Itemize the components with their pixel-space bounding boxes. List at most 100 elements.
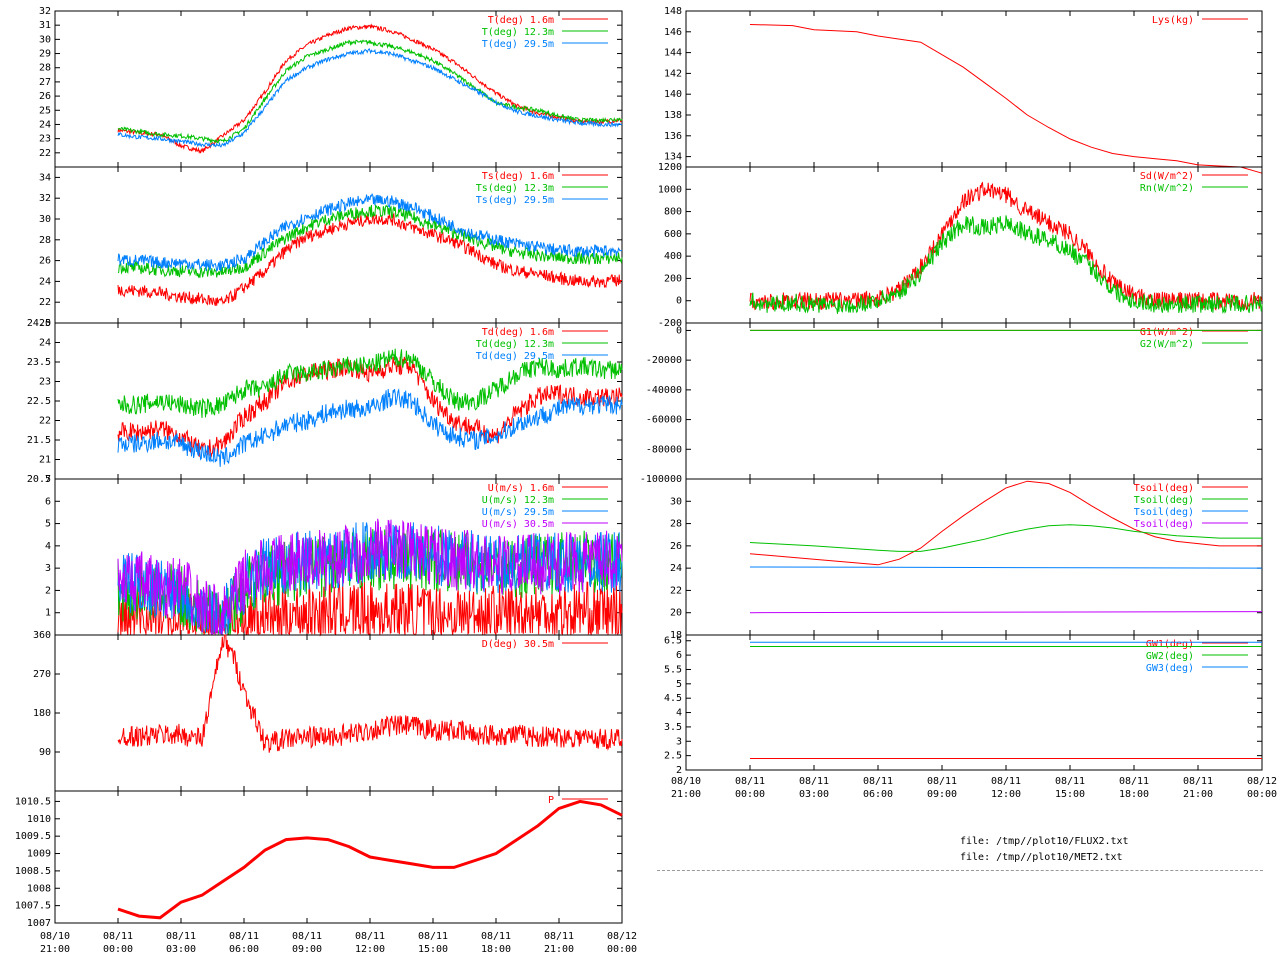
series-line-U-2 [117,522,623,635]
x-tick-label-right-date: 08/11 [799,776,829,787]
x-tick-label-left-date: 08/11 [418,931,448,942]
y-tick-label: 29 [39,49,51,60]
y-tick-label: 7 [45,474,51,485]
legend-label-T-1: T(deg) 12.3m [482,27,554,38]
legend-label-GW-1: GW2(deg) [1146,651,1194,662]
x-tick-label-left-date: 08/11 [166,931,196,942]
y-tick-label: 23 [39,134,51,145]
y-tick-label: 180 [33,708,51,719]
y-tick-label: 0 [676,325,682,336]
x-tick-label-left-date: 08/11 [292,931,322,942]
y-tick-label: 22.5 [27,396,51,407]
x-tick-label-left-date: 08/11 [103,931,133,942]
file-line-2: file: /tmp//plot10/MET2.txt [960,852,1123,863]
x-tick-label-right-date: 08/11 [735,776,765,787]
y-tick-label: 1007.5 [15,901,51,912]
y-tick-label: 2.5 [664,751,682,762]
legend-label-Ts-1: Ts(deg) 12.3m [476,183,554,194]
x-tick-label-right-date: 08/11 [991,776,1021,787]
series-line-Td-0 [117,356,623,458]
panel-frame-GW [685,634,1263,771]
y-tick-label: 136 [664,131,682,142]
series-line-P-0 [117,799,623,920]
y-tick-label: 26 [670,541,682,552]
y-tick-label: 6 [45,496,51,507]
y-tick-label: 23 [39,377,51,388]
y-tick-label: 4.5 [664,693,682,704]
y-tick-label: -200 [658,318,682,329]
y-tick-label: 140 [664,89,682,100]
y-tick-label: 3 [45,563,51,574]
y-tick-label: 28 [39,63,51,74]
x-tick-label-right-date: 08/11 [927,776,957,787]
y-tick-label: 32 [39,6,51,17]
series-line-Tsoil-2 [749,566,1263,569]
x-tick-label-right-time: 00:00 [1247,789,1277,800]
y-tick-label: 30 [39,214,51,225]
legend-label-Td-1: Td(deg) 12.3m [476,339,554,350]
y-tick-label: 600 [664,229,682,240]
y-tick-label: 22 [670,585,682,596]
x-tick-label-right-date: 08/11 [1183,776,1213,787]
y-tick-label: 0 [676,296,682,307]
x-tick-label-right-time: 21:00 [1183,789,1213,800]
y-tick-label: 5 [676,679,682,690]
series-line-Tsoil-3 [749,611,1263,614]
legend-label-Lys-0: Lys(kg) [1152,15,1194,26]
y-tick-label: 134 [664,152,682,163]
y-tick-label: 34 [39,172,51,183]
y-tick-label: 22 [39,416,51,427]
y-tick-label: 148 [664,6,682,17]
y-tick-label: 25 [39,105,51,116]
y-tick-label: -100000 [640,474,682,485]
y-tick-label: 4 [676,708,682,719]
legend-label-U-0: U(m/s) 1.6m [488,483,554,494]
divider-line [657,870,1263,871]
y-tick-label: 22 [39,297,51,308]
series-line-Rad-0 [749,181,1263,311]
y-tick-label: 144 [664,48,682,59]
x-tick-label-left-time: 00:00 [103,944,133,955]
y-tick-label: 6.5 [664,636,682,647]
series-line-Tsoil-1 [749,524,1262,552]
y-tick-label: 1200 [658,162,682,173]
y-tick-label: 1009.5 [15,831,51,842]
y-tick-label: 26 [39,91,51,102]
y-tick-label: 21.5 [27,435,51,446]
legend-label-U-2: U(m/s) 29.5m [482,507,554,518]
series-line-Lys-0 [749,24,1263,174]
x-tick-label-left-date: 08/12 [607,931,637,942]
x-tick-label-left-time: 12:00 [355,944,385,955]
legend-label-U-3: U(m/s) 30.5m [482,519,554,530]
y-tick-label: 2 [676,765,682,776]
y-tick-label: 24 [670,563,682,574]
y-tick-label: -40000 [646,385,682,396]
y-tick-label: 30 [39,34,51,45]
series-line-Ts-1 [117,204,623,279]
y-tick-label: 28 [39,235,51,246]
x-tick-label-right-time: 06:00 [863,789,893,800]
y-tick-label: 1000 [658,184,682,195]
x-tick-label-right-time: 00:00 [735,789,765,800]
x-tick-label-right-time: 09:00 [927,789,957,800]
y-tick-label: 138 [664,110,682,121]
legend-label-Tsoil-2: Tsoil(deg) [1134,507,1194,518]
y-tick-label: 1007 [27,918,51,929]
legend-label-D-0: D(deg) 30.5m [482,639,554,650]
y-tick-label: 6 [676,650,682,661]
panel-frame-P [54,790,623,924]
series-line-Ts-0 [117,212,623,306]
x-tick-label-left-date: 08/11 [544,931,574,942]
legend-label-Tsoil-3: Tsoil(deg) [1134,519,1194,530]
y-tick-label: 26 [39,256,51,267]
x-tick-label-left-time: 06:00 [229,944,259,955]
series-line-T-0 [117,23,623,154]
y-tick-label: 1010.5 [15,796,51,807]
y-tick-label: 1009 [27,849,51,860]
series-line-Tsoil-0 [749,480,1262,566]
x-tick-label-right-time: 03:00 [799,789,829,800]
y-tick-label: 24.5 [27,318,51,329]
series-line-U-3 [117,518,623,636]
y-tick-label: 5.5 [664,664,682,675]
